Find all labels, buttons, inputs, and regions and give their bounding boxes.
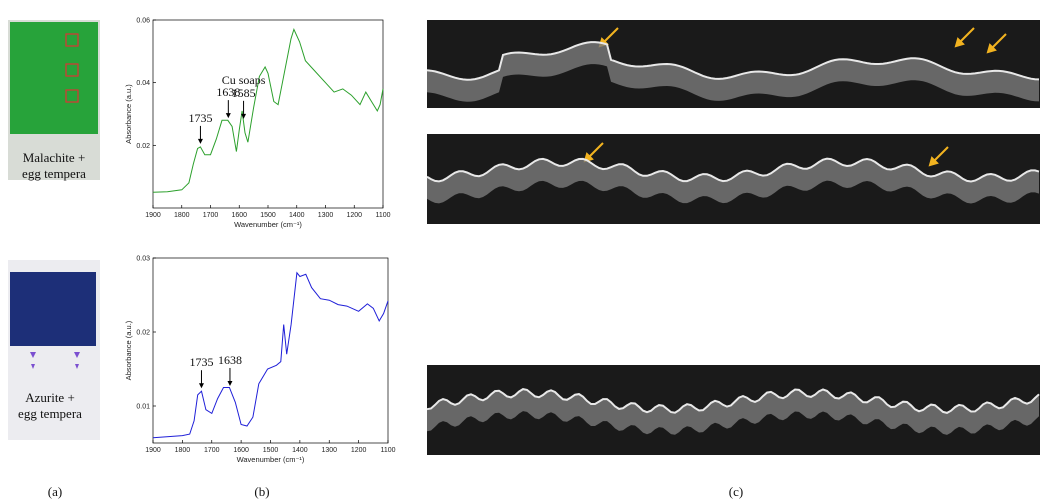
y-tick-label: 0.03 [136, 256, 150, 263]
annotation-arrowhead [197, 138, 203, 144]
x-tick-label: 1300 [321, 447, 337, 454]
x-tick-label: 1600 [231, 212, 247, 219]
sample-caption: Malachite + [23, 150, 86, 165]
malachite-photo [8, 20, 100, 180]
panel-label: (c) [729, 484, 743, 499]
panel-label: (b) [254, 484, 269, 499]
x-tick-label: 1600 [233, 447, 249, 454]
oct-layer [427, 389, 1039, 435]
annotation-text: Cu soaps [222, 73, 266, 87]
y-axis-label: Absorbance (a.u.) [124, 84, 133, 144]
x-tick-label: 1500 [260, 212, 276, 219]
annotation-text: 1638 [216, 85, 240, 99]
oct-surface [426, 41, 1040, 81]
x-tick-label: 1100 [380, 447, 395, 454]
x-tick-label: 1400 [292, 447, 308, 454]
x-tick-label: 1900 [145, 212, 161, 219]
oct-surface [426, 388, 1040, 414]
plot-frame [152, 257, 389, 444]
y-tick-label: 0.02 [136, 330, 150, 337]
annotation-text: 1585 [232, 86, 256, 100]
sample-caption: egg tempera [22, 166, 86, 181]
y-axis-label: Absorbance (a.u.) [124, 320, 133, 380]
annotation-arrowhead [241, 113, 247, 119]
x-axis-label: Wavenumber (cm⁻¹) [237, 455, 305, 464]
panel-label: (a) [48, 484, 62, 499]
x-tick-label: 1800 [175, 447, 191, 454]
spectrum-line [152, 271, 389, 439]
x-tick-label: 1400 [289, 212, 305, 219]
annotation-arrowhead [198, 383, 204, 389]
y-tick-label: 0.02 [136, 143, 150, 150]
sample-caption: Azurite + [25, 390, 75, 405]
x-tick-label: 1200 [351, 447, 367, 454]
x-tick-label: 1100 [375, 212, 390, 219]
x-tick-label: 1900 [145, 447, 161, 454]
annotation-text: 1735 [189, 355, 213, 369]
oct-surface [426, 157, 1040, 183]
x-tick-label: 1200 [346, 212, 362, 219]
x-tick-label: 1800 [174, 212, 190, 219]
x-tick-label: 1700 [203, 212, 219, 219]
oct-layer [427, 42, 1039, 102]
y-tick-label: 0.06 [136, 18, 150, 25]
x-tick-label: 1500 [263, 447, 279, 454]
x-tick-label: 1300 [318, 212, 334, 219]
annotation-text: 1638 [218, 353, 242, 367]
azurite-photo [8, 260, 100, 440]
y-tick-label: 0.01 [136, 404, 150, 411]
y-tick-label: 0.04 [136, 80, 150, 87]
spectrum-line [152, 27, 384, 193]
oct-images [426, 20, 1040, 455]
annotation-arrowhead [225, 113, 231, 119]
sample-caption: egg tempera [18, 406, 82, 421]
annotation-text: 1735 [188, 111, 212, 125]
x-tick-label: 1700 [204, 447, 220, 454]
annotation-arrowhead [227, 380, 233, 386]
x-axis-label: Wavenumber (cm⁻¹) [234, 220, 302, 229]
